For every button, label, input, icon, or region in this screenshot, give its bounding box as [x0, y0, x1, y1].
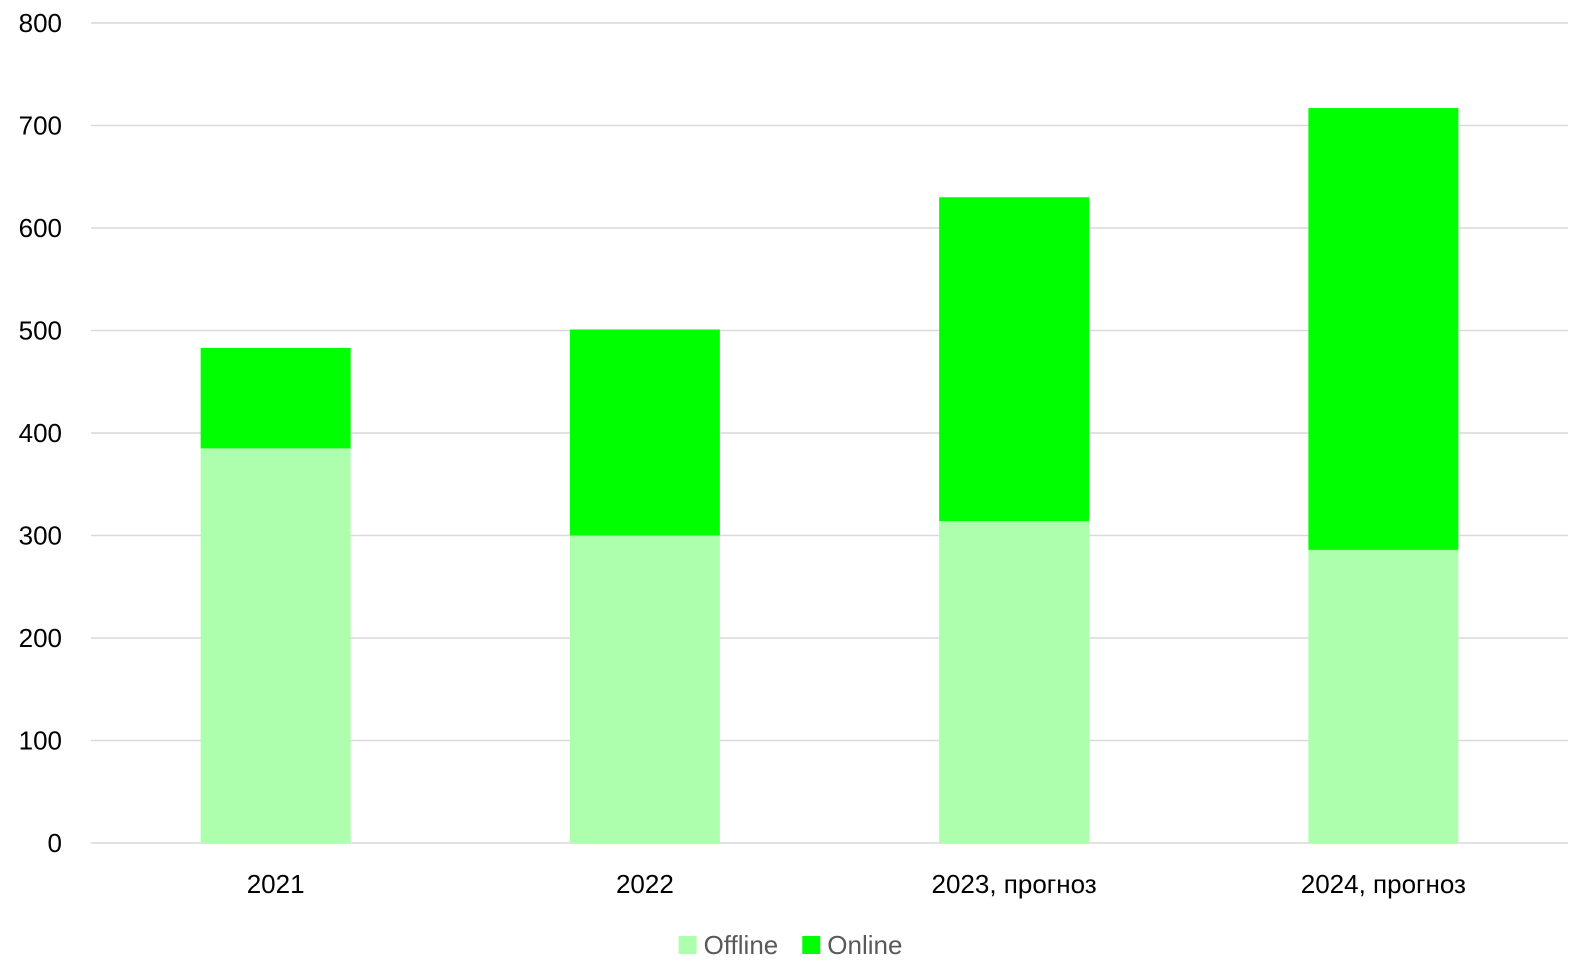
y-tick-label: 0 [48, 828, 62, 858]
legend: Offline Online [678, 930, 902, 960]
y-tick-label: 600 [19, 213, 62, 243]
y-tick-label: 300 [19, 521, 62, 551]
x-axis-ticks: 2021 2022 2023, прогноз 2024, прогноз [247, 869, 1466, 899]
bars [200, 108, 1459, 843]
y-tick-label: 500 [19, 316, 62, 346]
x-tick-label: 2024, прогноз [1301, 869, 1466, 899]
x-tick-label: 2023, прогноз [932, 869, 1097, 899]
y-tick-label: 800 [19, 8, 62, 38]
bar-online-2 [939, 197, 1090, 522]
y-tick-label: 400 [19, 418, 62, 448]
legend-swatch-offline [678, 936, 697, 954]
y-tick-label: 700 [19, 111, 62, 141]
y-axis-ticks: 0 100 200 300 400 500 600 700 800 [19, 8, 62, 858]
x-tick-label: 2022 [616, 869, 674, 899]
legend-label-online: Online [827, 930, 902, 960]
x-tick-label: 2021 [247, 869, 305, 899]
bar-online-0 [200, 347, 351, 449]
bar-offline-2 [939, 521, 1090, 843]
bar-offline-1 [569, 535, 720, 843]
legend-swatch-online [802, 936, 821, 954]
bar-offline-3 [1308, 549, 1459, 843]
y-tick-label: 100 [19, 726, 62, 756]
bar-online-3 [1308, 108, 1459, 550]
bar-online-1 [569, 329, 720, 536]
bar-offline-0 [200, 448, 351, 843]
legend-label-offline: Offline [704, 930, 779, 960]
y-tick-label: 200 [19, 623, 62, 653]
